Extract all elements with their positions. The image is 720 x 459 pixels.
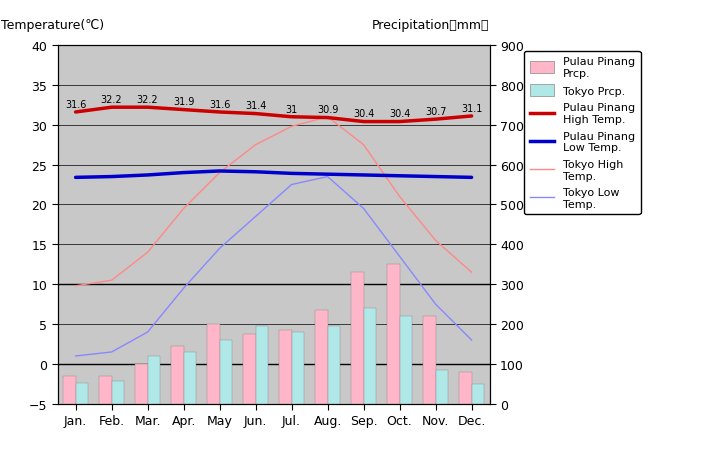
Text: 31.9: 31.9 (173, 97, 194, 107)
Bar (364, 308, 376, 404)
Text: 30.7: 30.7 (425, 107, 446, 117)
Text: 31.6: 31.6 (209, 100, 230, 110)
Bar (315, 310, 328, 404)
Bar (292, 332, 304, 404)
Text: 30.4: 30.4 (389, 109, 410, 119)
Bar (63, 376, 76, 404)
Text: 30.4: 30.4 (353, 109, 374, 119)
Bar (351, 273, 364, 404)
Bar (184, 352, 196, 404)
Bar (148, 356, 160, 404)
Bar (243, 334, 256, 404)
Bar (328, 326, 340, 404)
Bar (472, 384, 484, 404)
Text: Precipitation（mm）: Precipitation（mm） (372, 19, 490, 32)
Text: Temperature(℃): Temperature(℃) (1, 19, 104, 32)
Text: 32.2: 32.2 (137, 95, 158, 105)
Bar (459, 372, 472, 404)
Bar (423, 316, 436, 404)
Text: 31.4: 31.4 (245, 101, 266, 111)
Bar (207, 325, 220, 404)
Bar (436, 370, 448, 404)
Text: 31.6: 31.6 (65, 100, 86, 110)
Text: 31: 31 (285, 104, 298, 114)
Bar (387, 265, 400, 404)
Bar (76, 383, 88, 404)
Bar (135, 364, 148, 404)
Bar (171, 346, 184, 404)
Bar (112, 381, 124, 404)
Text: 32.2: 32.2 (101, 95, 122, 105)
Legend: Pulau Pinang
Prcp., Tokyo Prcp., Pulau Pinang
High Temp., Pulau Pinang
Low Temp.: Pulau Pinang Prcp., Tokyo Prcp., Pulau P… (524, 51, 641, 215)
Bar (279, 330, 292, 404)
Text: 30.9: 30.9 (317, 105, 338, 115)
Text: 31.1: 31.1 (461, 104, 482, 113)
Bar (400, 316, 412, 404)
Bar (220, 340, 232, 404)
Bar (256, 326, 268, 404)
Bar (99, 376, 112, 404)
